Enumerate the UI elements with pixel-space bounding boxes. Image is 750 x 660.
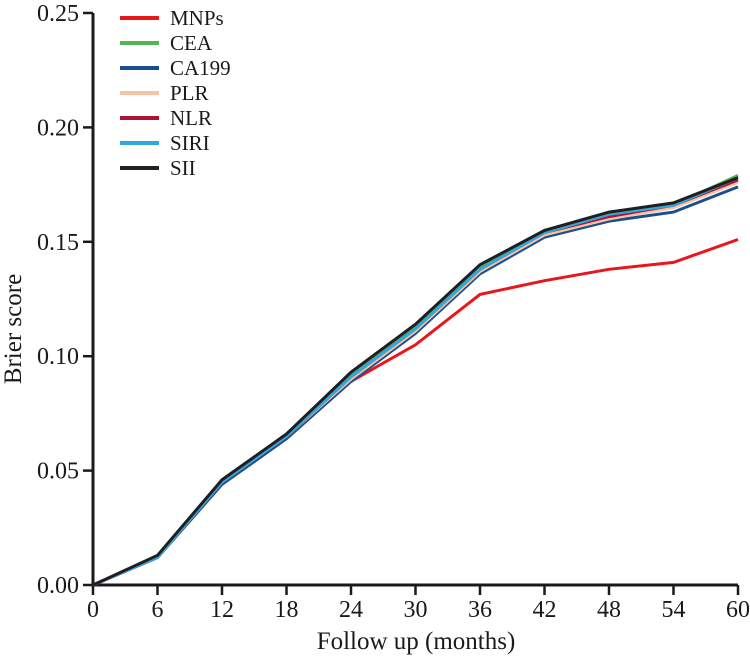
legend-item-CA199: CA199 [120,56,231,80]
x-tick-label: 24 [339,597,363,623]
series-line-NLR [92,178,739,587]
legend-item-PLR: PLR [120,81,209,105]
series-line-PLR [92,180,739,587]
axes: 0.00 0.05 0.10 0.15 0.20 0.25 0 6 12 18 24 30 36 42 48… [37,1,750,623]
legend-label-CA199: CA199 [170,56,231,80]
y-tick-label: 0.10 [37,344,79,370]
legend-item-SII: SII [120,156,196,180]
x-tick-label: 60 [726,597,750,623]
legend-label-CEA: CEA [170,31,213,55]
x-tick-label: 30 [404,597,428,623]
y-tick-label: 0.15 [37,230,79,256]
series-line-CEA [92,174,739,587]
x-tick-label: 48 [597,597,621,623]
legend-item-CEA: CEA [120,31,213,55]
legend-label-SIRI: SIRI [170,131,210,155]
x-tick-label: 12 [210,597,234,623]
x-axis-title: Follow up (months) [317,628,516,655]
legend-label-MNPs: MNPs [170,6,224,30]
series-line-MNPs [92,238,739,587]
legend-label-PLR: PLR [170,81,209,105]
series-line-SII [92,176,739,587]
series-line-SIRI [92,176,739,587]
x-tick-label: 36 [468,597,492,623]
x-tick-label: 0 [87,597,99,623]
y-tick-label: 0.25 [37,1,79,27]
legend-item-NLR: NLR [120,106,212,130]
series-lines [92,174,739,587]
legend-item-SIRI: SIRI [120,131,210,155]
x-tick-label: 54 [662,597,686,623]
x-tick-label: 42 [533,597,557,623]
series-line-CA199 [92,185,739,587]
legend-item-MNPs: MNPs [120,6,224,30]
x-tick-label: 18 [275,597,299,623]
y-tick-label: 0.05 [37,459,79,485]
x-tick-label: 6 [152,597,164,623]
legend-label-SII: SII [170,156,196,180]
y-tick-label: 0.00 [37,573,79,599]
y-axis-title: Brier score [0,274,27,384]
legend-label-NLR: NLR [170,106,212,130]
y-tick-label: 0.20 [37,115,79,141]
